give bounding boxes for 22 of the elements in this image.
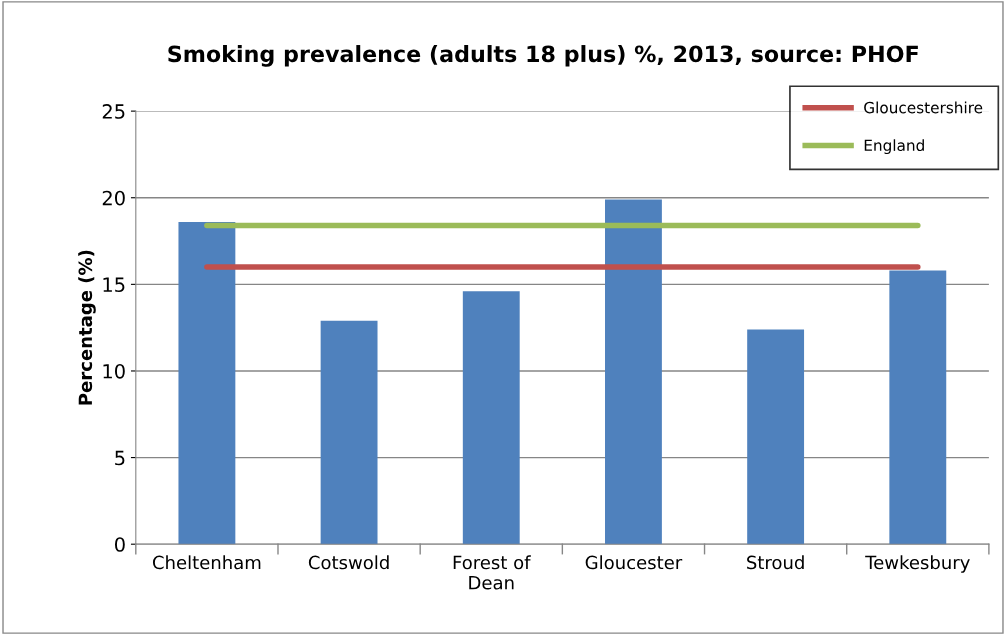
bar: [178, 221, 236, 545]
bar: [605, 199, 662, 545]
legend-label: England: [864, 139, 924, 155]
x-tick-label: Stroud: [747, 555, 804, 570]
bar: [462, 291, 520, 545]
chart-title: Smoking prevalence (adults 18 plus) %, 2013, source: PHOF: [168, 45, 918, 67]
y-tick-label: 10: [103, 363, 125, 379]
y-tick-label: 0: [115, 537, 125, 552]
x-tick-label: Cotswold: [308, 555, 389, 570]
y-tick-label: 5: [115, 450, 125, 466]
y-axis-title: Percentage (%): [78, 250, 96, 405]
x-tick-label: Tewkesbury: [865, 555, 970, 573]
bar: [320, 320, 378, 545]
bar: [747, 329, 805, 545]
y-tick-label: 25: [102, 104, 125, 119]
x-tick-label: Cheltenham: [152, 555, 261, 570]
x-tick-label: Forest of Dean: [453, 555, 531, 590]
y-tick-label: 20: [102, 190, 125, 206]
bar: [889, 270, 947, 545]
legend-label: Gloucestershire: [864, 101, 983, 114]
x-tick-label: Gloucester: [585, 555, 683, 570]
y-tick-label: 15: [103, 277, 125, 293]
